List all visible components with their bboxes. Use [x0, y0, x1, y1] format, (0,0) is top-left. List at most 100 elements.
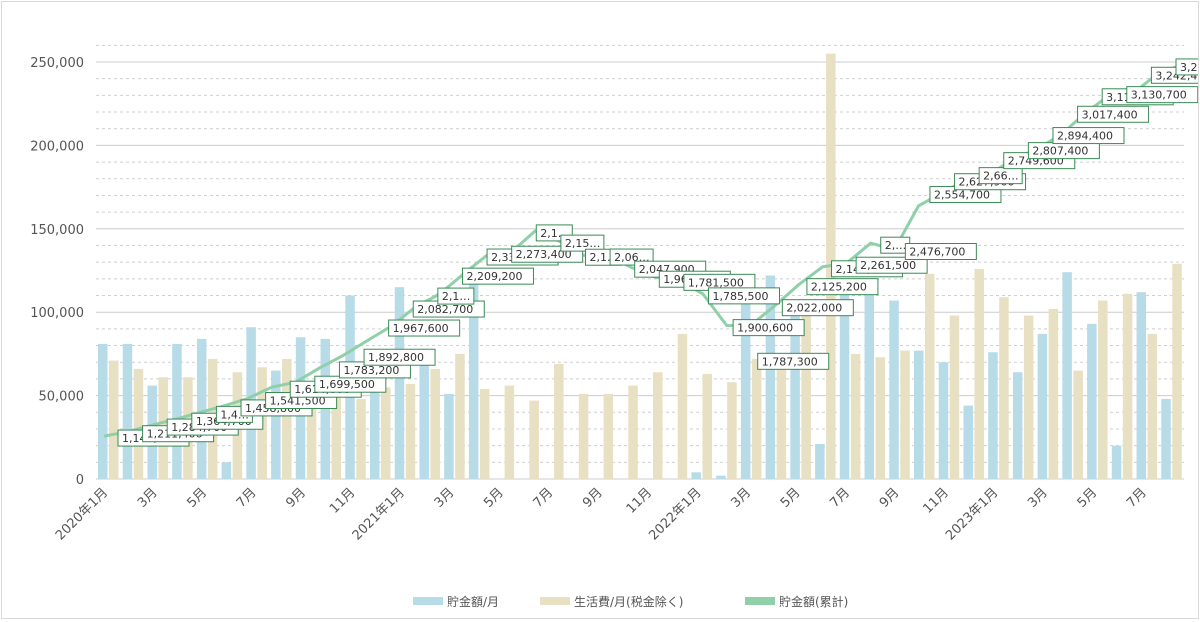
bar-living-cost [1023, 315, 1034, 479]
x-tick-label: 2021年1月 [350, 485, 408, 543]
data-label: 3,017,400 [1082, 108, 1138, 121]
data-label-box [757, 352, 830, 370]
data-label: 1,892,800 [368, 351, 424, 364]
data-label: 2,… [885, 239, 907, 252]
bar-savings [716, 475, 726, 479]
bar-living-cost [1048, 308, 1059, 479]
data-label: 1,783,200 [343, 364, 399, 377]
data-label: 2,807,400 [1032, 145, 1088, 158]
bar-living-cost [306, 388, 317, 479]
bar-savings [1037, 333, 1048, 479]
bar-living-cost [578, 393, 589, 479]
data-label-box [855, 256, 928, 274]
data-label-box [1175, 58, 1200, 76]
bar-living-cost [455, 353, 465, 479]
bar-savings [815, 443, 825, 479]
bar-savings [864, 292, 875, 479]
bar-savings [271, 370, 281, 479]
bar-living-cost [875, 357, 886, 479]
bar-living-cost [1122, 293, 1133, 479]
legend-label: 貯金額(累計) [779, 594, 848, 609]
bar-living-cost [949, 315, 960, 479]
bar-living-cost [109, 360, 119, 479]
data-label-box [1052, 127, 1125, 145]
data-label-box [732, 319, 805, 337]
bar-savings [765, 275, 776, 479]
data-label-box [806, 278, 879, 296]
bar-living-cost [801, 303, 811, 479]
x-tick-label: 7月 [234, 485, 260, 511]
bar-living-cost [405, 383, 416, 479]
bar-savings [196, 338, 207, 479]
data-label-box [904, 243, 977, 261]
data-label: 2,15… [565, 237, 601, 250]
bar-living-cost [430, 368, 440, 479]
bar-living-cost [331, 388, 342, 479]
x-tick-label: 5月 [778, 485, 804, 511]
data-label: 3,290,700 [1180, 61, 1198, 74]
data-label: 2,261,500 [860, 259, 916, 272]
bar-living-cost [1073, 370, 1083, 479]
bar-savings [1062, 272, 1072, 479]
bar-savings [468, 270, 479, 479]
bar-savings [1161, 398, 1171, 479]
legend-label: 生活費/月(税金除く) [574, 594, 683, 609]
x-tick-label: 9月 [283, 485, 309, 511]
x-tick-label: 3月 [135, 485, 161, 511]
data-label-box [1126, 86, 1199, 104]
x-tick-label: 2023年1月 [943, 485, 1001, 543]
data-label: 1,781,500 [688, 276, 744, 289]
x-tick-label: 2022年1月 [646, 485, 704, 543]
x-tick-label: 2020年1月 [53, 485, 111, 543]
bar-savings [172, 343, 182, 479]
bar-living-cost [1147, 333, 1158, 479]
bar-living-cost [356, 398, 366, 479]
data-label: 3,130,700 [1131, 89, 1187, 102]
bar-living-cost [974, 268, 984, 479]
x-tick-label: 3月 [432, 485, 458, 511]
data-label-box [388, 319, 461, 337]
data-label: 2,554,700 [934, 189, 990, 202]
bar-savings [221, 462, 232, 479]
bar-living-cost [1172, 263, 1182, 479]
data-label-box [437, 287, 475, 305]
bar-living-cost [776, 353, 787, 479]
bar-living-cost [628, 385, 638, 479]
x-tick-label: 7月 [1124, 485, 1150, 511]
data-label: 2,125,200 [811, 281, 867, 294]
x-tick-label: 7月 [827, 485, 853, 511]
x-tick-label: 9月 [877, 485, 903, 511]
x-tick-label: 9月 [580, 485, 606, 511]
legend-swatch [540, 597, 570, 605]
data-label-box [978, 167, 1023, 185]
bar-savings [370, 353, 380, 479]
bar-living-cost [479, 388, 490, 479]
data-label: 1,785,500 [713, 290, 769, 303]
legend-swatch [413, 597, 443, 605]
bar-living-cost [999, 297, 1009, 479]
bar-living-cost [381, 387, 391, 479]
data-label: 1,900,600 [737, 322, 793, 335]
data-label: 1,541,500 [270, 395, 326, 408]
data-label: 2,022,000 [786, 302, 842, 315]
data-label-box [560, 234, 605, 252]
bar-savings [419, 350, 429, 479]
x-tick-label: 3月 [1025, 485, 1051, 511]
bar-savings [394, 287, 405, 479]
bar-living-cost [554, 363, 564, 479]
bar-savings [914, 350, 924, 479]
bar-living-cost [925, 273, 935, 479]
bar-savings [988, 352, 998, 479]
data-label: 2,476,700 [909, 246, 965, 259]
bar-living-cost [603, 393, 614, 479]
data-label: 2,1… [442, 290, 471, 303]
y-tick-label: 200,000 [30, 139, 84, 154]
bar-living-cost [850, 353, 861, 479]
bar-living-cost [653, 372, 663, 479]
data-label: 1,787,300 [762, 355, 818, 368]
bar-savings [1012, 372, 1023, 479]
x-tick-label: 11月 [624, 485, 655, 516]
data-label: 1,967,600 [393, 322, 449, 335]
